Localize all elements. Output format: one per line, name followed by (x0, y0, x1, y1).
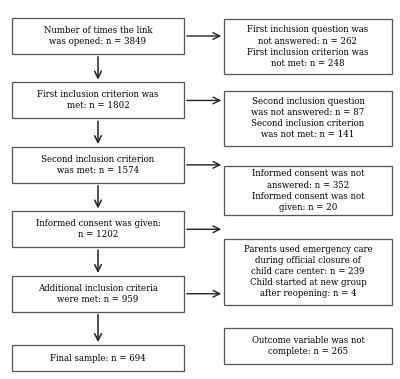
Text: Final sample: n = 694: Final sample: n = 694 (50, 354, 146, 363)
FancyBboxPatch shape (12, 83, 184, 118)
Text: Informed consent was given:
n = 1202: Informed consent was given: n = 1202 (36, 219, 160, 240)
FancyBboxPatch shape (12, 345, 184, 371)
Text: First inclusion criterion was
met: n = 1802: First inclusion criterion was met: n = 1… (37, 90, 159, 111)
FancyBboxPatch shape (224, 239, 392, 305)
Text: Outcome variable was not
complete: n = 265: Outcome variable was not complete: n = 2… (252, 336, 364, 356)
Text: Parents used emergency care
during official closure of
child care center: n = 23: Parents used emergency care during offic… (244, 245, 372, 298)
Text: Second inclusion question
was not answered: n = 87
Second inclusion criterion
wa: Second inclusion question was not answer… (251, 97, 365, 139)
Text: First inclusion question was
not answered: n = 262
First inclusion criterion was: First inclusion question was not answere… (247, 25, 369, 68)
Text: Informed consent was not
answered: n = 352
Informed consent was not
given: n = 2: Informed consent was not answered: n = 3… (252, 169, 364, 212)
FancyBboxPatch shape (12, 276, 184, 312)
FancyBboxPatch shape (224, 166, 392, 215)
Text: Additional inclusion criteria
were met: n = 959: Additional inclusion criteria were met: … (38, 283, 158, 304)
FancyBboxPatch shape (12, 211, 184, 247)
Text: Second inclusion criterion
was met: n = 1574: Second inclusion criterion was met: n = … (42, 155, 154, 175)
FancyBboxPatch shape (224, 19, 392, 74)
FancyBboxPatch shape (224, 328, 392, 364)
FancyBboxPatch shape (12, 18, 184, 54)
FancyBboxPatch shape (12, 147, 184, 183)
FancyBboxPatch shape (224, 91, 392, 146)
Text: Number of times the link
was opened: n = 3849: Number of times the link was opened: n =… (44, 26, 152, 46)
